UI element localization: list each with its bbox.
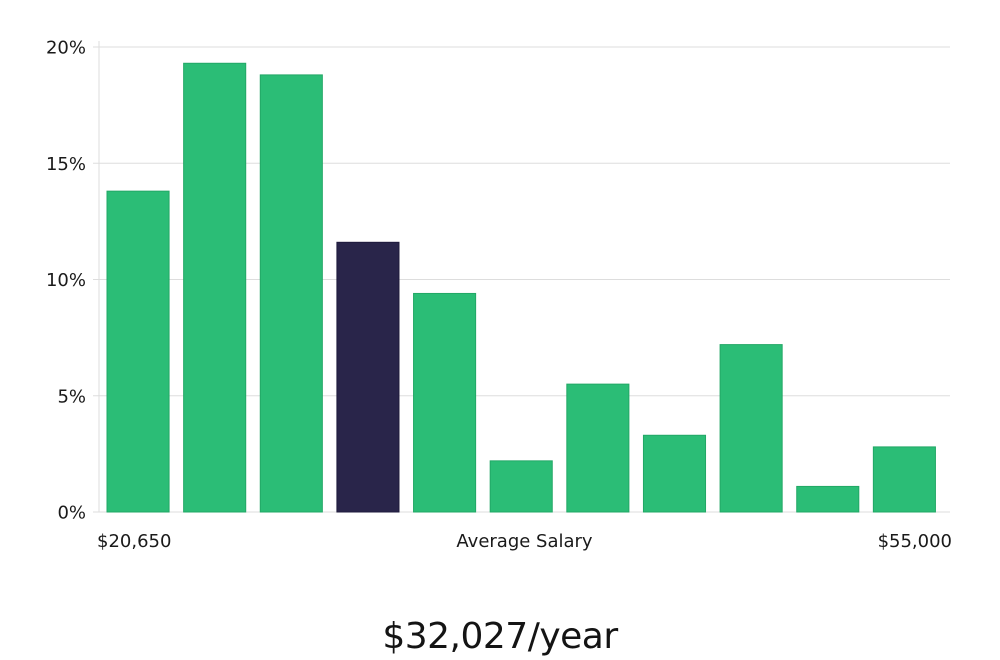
y-axis-ticks: 0% 5% 10% 15% 20%	[46, 38, 99, 524]
y-tick-label: 0%	[57, 503, 86, 524]
bar	[566, 383, 630, 513]
x-axis-title: Average Salary	[456, 531, 593, 552]
bars	[106, 62, 936, 513]
average-salary-value: $32,027/year	[382, 616, 618, 657]
x-min-label: $20,650	[97, 531, 171, 552]
bar	[796, 485, 860, 513]
y-tick-label: 5%	[57, 386, 86, 407]
bar	[719, 344, 783, 513]
bar	[183, 62, 247, 513]
bar	[413, 292, 477, 513]
bar	[489, 460, 553, 513]
x-max-label: $55,000	[878, 531, 952, 552]
y-tick-label: 15%	[46, 154, 86, 175]
bar	[106, 190, 170, 513]
bar	[259, 74, 323, 513]
y-tick-label: 20%	[46, 38, 86, 59]
bar	[642, 434, 707, 513]
bar	[872, 446, 936, 513]
y-tick-label: 10%	[46, 270, 86, 291]
bar-highlighted	[336, 241, 400, 513]
